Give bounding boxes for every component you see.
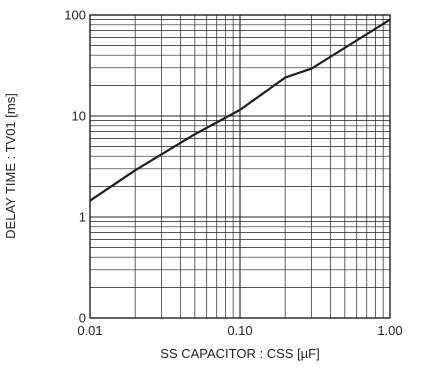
plot-frame: [89, 14, 391, 319]
y-tick-label: 0: [79, 311, 86, 326]
x-tick-label: 1.00: [377, 323, 402, 338]
x-tick-label: 0.10: [227, 323, 252, 338]
x-tick-labels: 0.01 0.10 1.00: [77, 323, 402, 338]
series-layer: [89, 18, 391, 202]
y-axis-label: DELAY TIME : TV01 [ms]: [3, 93, 18, 239]
grid: [90, 15, 390, 318]
x-axis-label: SS CAPACITOR : CSS [µF]: [160, 346, 319, 361]
x-tick-label: 0.01: [77, 323, 102, 338]
y-tick-labels: 0 1 10 100: [64, 8, 86, 326]
y-tick-label: 10: [72, 109, 86, 124]
y-tick-label: 1: [79, 210, 86, 225]
series-line: [89, 18, 391, 202]
y-tick-label: 100: [64, 8, 86, 23]
